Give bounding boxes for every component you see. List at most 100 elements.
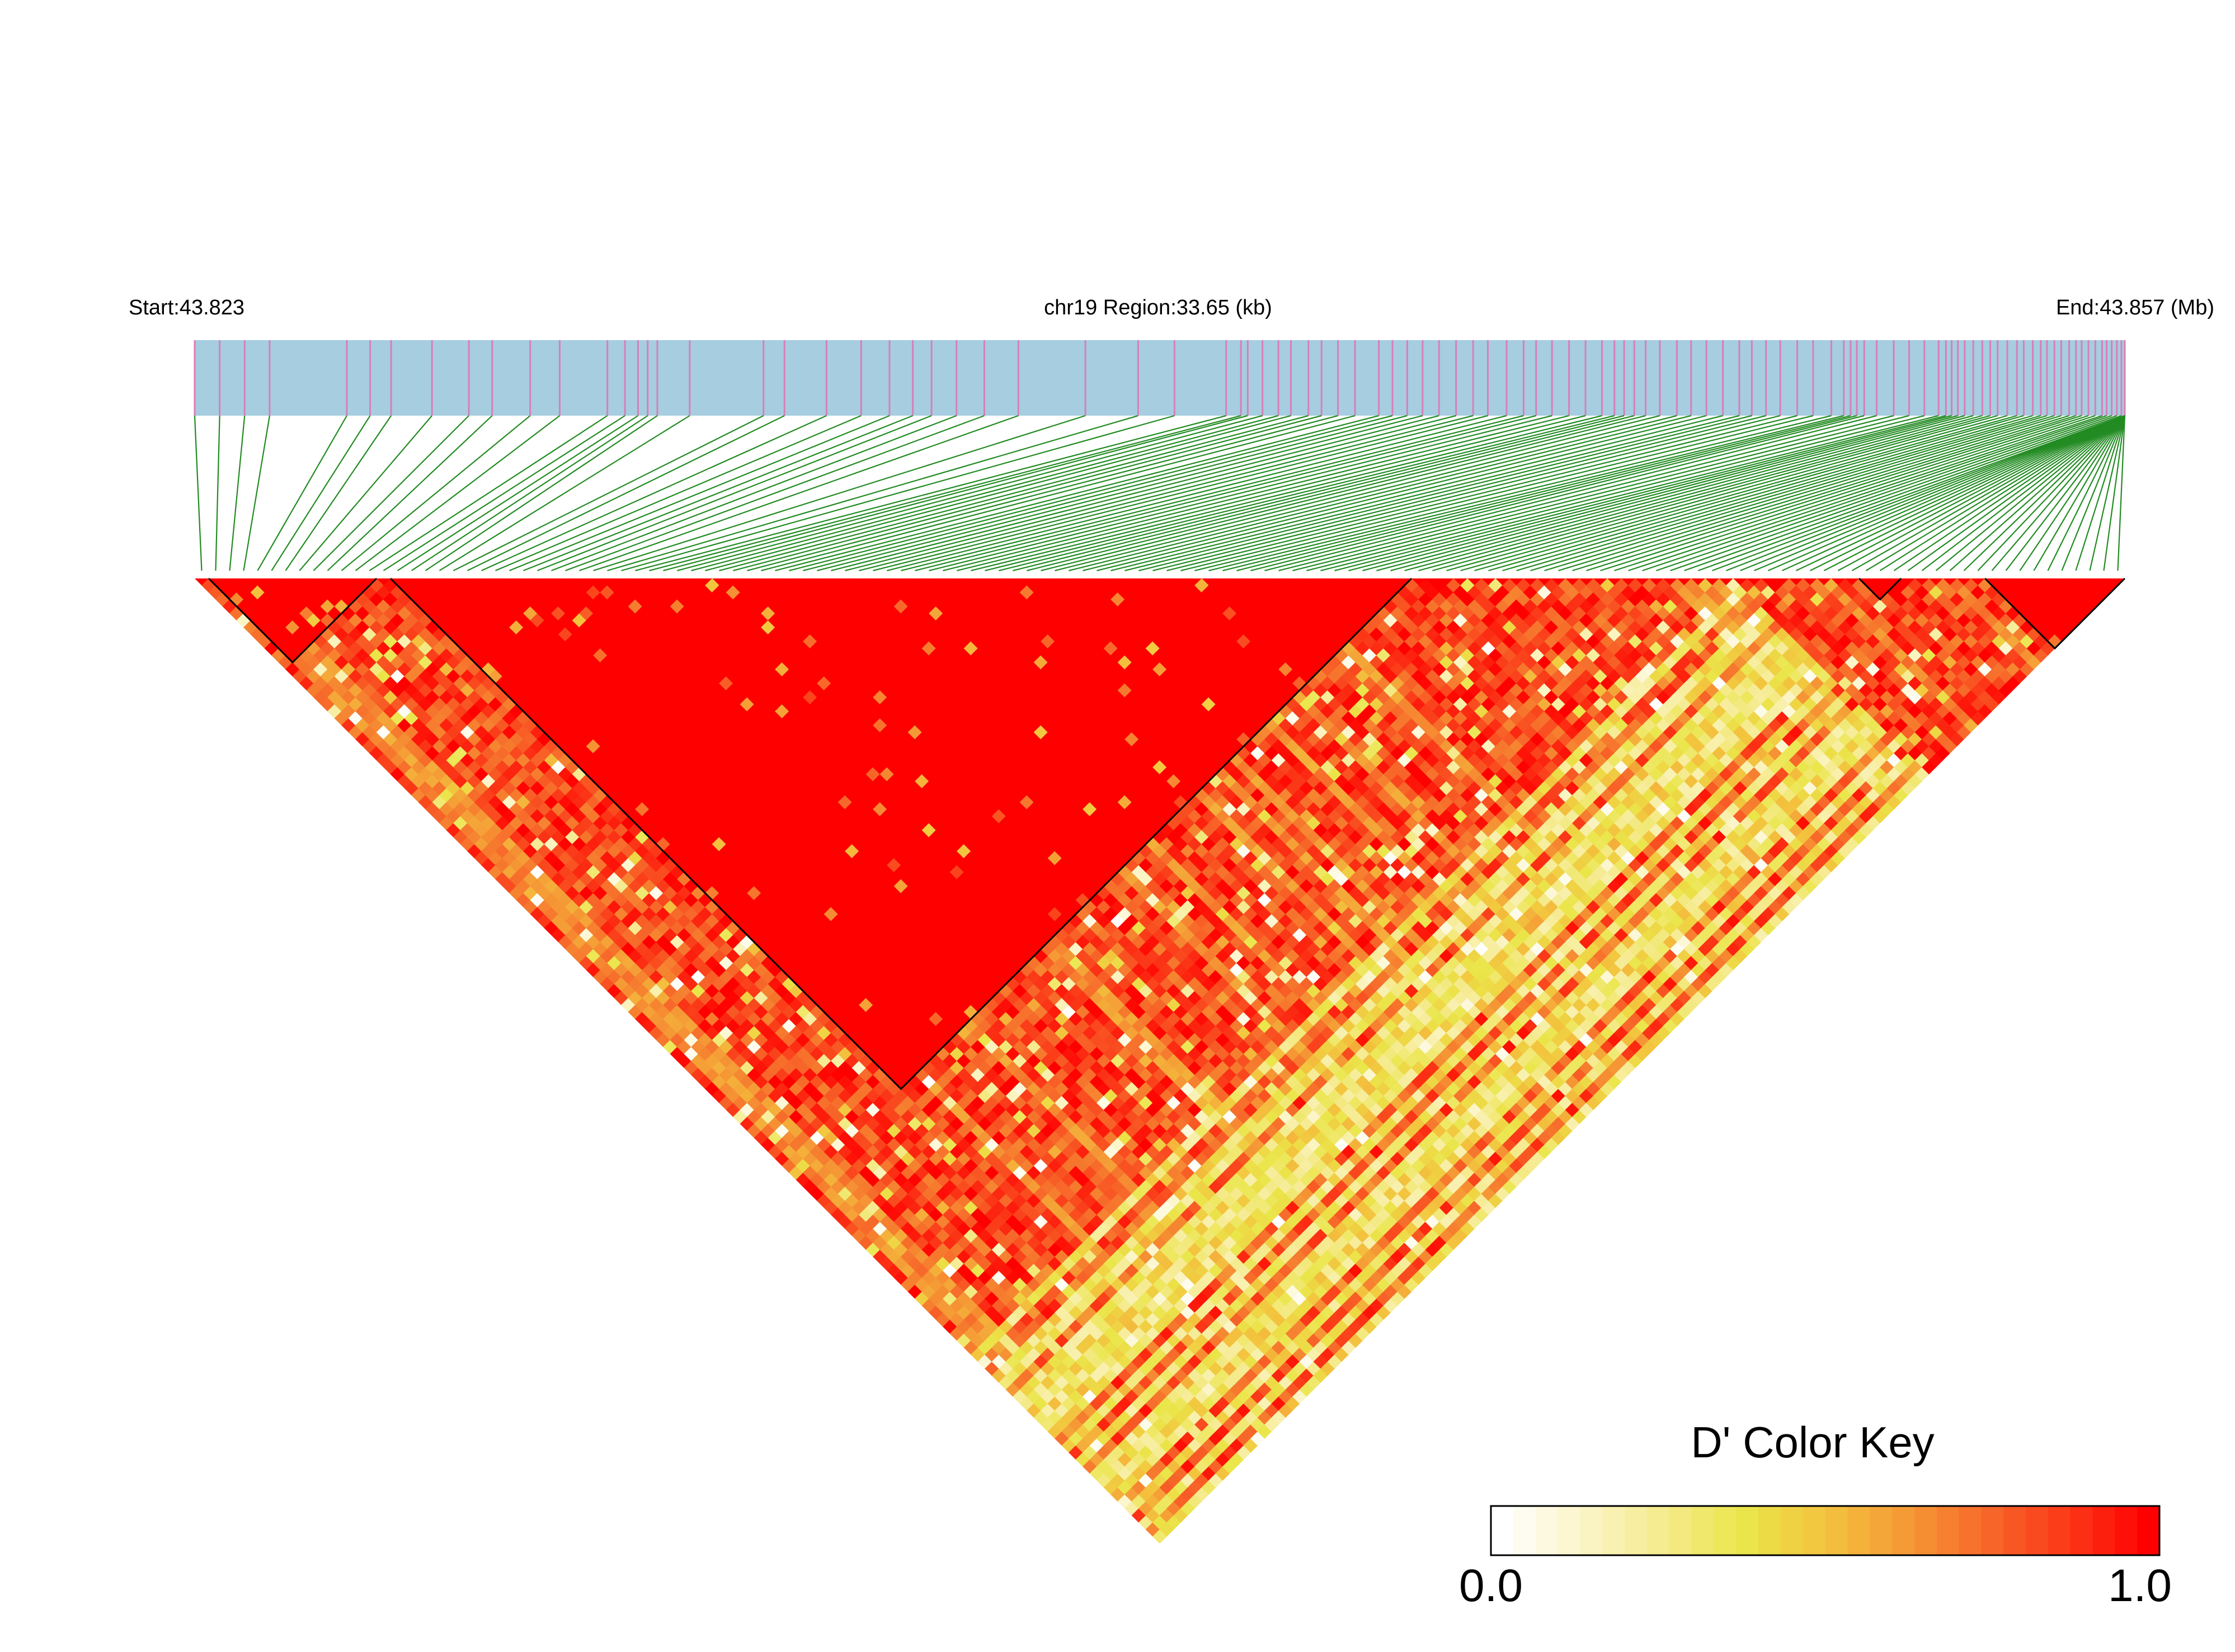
snp-connector	[1055, 415, 1677, 572]
snp-marker	[978, 578, 992, 586]
snp-marker	[1691, 578, 1705, 586]
snp-connector	[1949, 415, 2125, 571]
snp-marker	[2041, 578, 2055, 586]
snp-marker	[1272, 578, 1286, 586]
snp-marker	[237, 578, 251, 586]
snp-connector	[579, 415, 1019, 572]
snp-marker	[1216, 578, 1230, 586]
snp-marker	[474, 578, 488, 586]
snp-connector	[1684, 415, 2122, 572]
snp-marker	[1384, 578, 1398, 586]
snp-connector	[1921, 415, 2125, 571]
snp-connector	[859, 415, 1474, 572]
snp-connector	[1166, 415, 1798, 572]
snp-connector	[691, 415, 1279, 572]
snp-connector	[677, 415, 1263, 572]
snp-connector	[2019, 415, 2125, 571]
snp-marker	[726, 578, 740, 586]
snp-connector	[761, 415, 1356, 572]
snp-connector	[1656, 415, 2112, 572]
snp-marker	[223, 578, 237, 586]
snp-marker	[1915, 578, 1929, 586]
snp-marker	[1370, 578, 1384, 586]
snp-marker	[1887, 578, 1901, 586]
snp-marker	[1803, 578, 1817, 586]
snp-marker	[2097, 578, 2111, 586]
snp-connector	[2033, 415, 2125, 571]
snp-connector	[1138, 415, 1766, 572]
snp-marker	[894, 578, 908, 586]
snp-marker	[1076, 578, 1090, 586]
snp-connector	[705, 415, 1291, 572]
snp-marker	[1188, 578, 1202, 586]
snp-marker	[1775, 578, 1789, 586]
snp-connector	[383, 415, 625, 571]
snp-marker	[1621, 578, 1635, 586]
snp-marker	[880, 578, 894, 586]
snp-connector	[915, 415, 1537, 572]
snp-connector	[1991, 415, 2125, 571]
snp-connector	[1446, 415, 2008, 572]
snp-marker	[796, 578, 810, 586]
snp-marker	[866, 578, 880, 586]
snp-marker	[1859, 578, 1873, 586]
snp-connector	[1572, 415, 2077, 572]
snp-marker	[642, 578, 656, 586]
snp-connector	[481, 415, 827, 572]
snp-connector	[1334, 415, 1946, 572]
snp-connector	[1404, 415, 1983, 572]
snp-connector	[1586, 415, 2082, 572]
snp-connector	[1124, 415, 1752, 572]
snp-marker	[1733, 578, 1747, 586]
snp-marker	[446, 578, 460, 586]
snp-connector	[1348, 415, 1952, 572]
snp-marker	[1649, 578, 1663, 586]
snp-connector	[1879, 415, 2125, 571]
snp-connector	[243, 415, 271, 571]
snp-connector	[635, 415, 1226, 572]
snp-connector	[341, 415, 531, 571]
snp-connector	[1935, 415, 2125, 571]
snp-marker	[1048, 578, 1062, 586]
snp-marker	[418, 578, 432, 586]
snp-marker	[377, 578, 390, 586]
snp-connector	[1320, 415, 1939, 572]
snp-connector	[1418, 415, 1991, 572]
snp-marker	[1705, 578, 1719, 586]
snp-marker	[1258, 578, 1272, 586]
region-start-label: Start:43.823	[129, 296, 244, 319]
snp-marker	[964, 578, 978, 586]
snp-marker	[404, 578, 418, 586]
snp-markers	[195, 578, 2125, 586]
snp-marker	[1300, 578, 1314, 586]
snp-marker	[992, 578, 1006, 586]
snp-connector	[747, 415, 1338, 572]
snp-connector	[1516, 415, 2048, 572]
snp-connector	[537, 415, 932, 572]
snp-marker	[488, 578, 502, 586]
snp-marker	[1509, 578, 1523, 586]
snp-connector	[565, 415, 985, 572]
snp-connector	[663, 415, 1248, 572]
snp-marker	[1439, 578, 1453, 586]
snp-connector	[523, 415, 914, 572]
snp-connector	[1111, 415, 1740, 572]
snp-connector	[1851, 415, 2125, 571]
snp-connector	[1963, 415, 2125, 571]
snp-marker	[1146, 578, 1160, 586]
snp-connector	[593, 415, 1086, 572]
snp-marker	[852, 578, 866, 586]
snp-position-ticks	[194, 340, 2126, 416]
snp-connector	[257, 415, 347, 571]
snp-marker	[656, 578, 670, 586]
snp-marker	[1551, 578, 1565, 586]
snp-marker	[1328, 578, 1342, 586]
snp-marker	[572, 578, 586, 586]
snp-marker	[335, 578, 349, 586]
snp-marker	[530, 578, 544, 586]
snp-connector	[1796, 415, 2125, 571]
snp-connector	[369, 415, 608, 571]
snp-marker	[1342, 578, 1356, 586]
snp-marker	[1356, 578, 1370, 586]
